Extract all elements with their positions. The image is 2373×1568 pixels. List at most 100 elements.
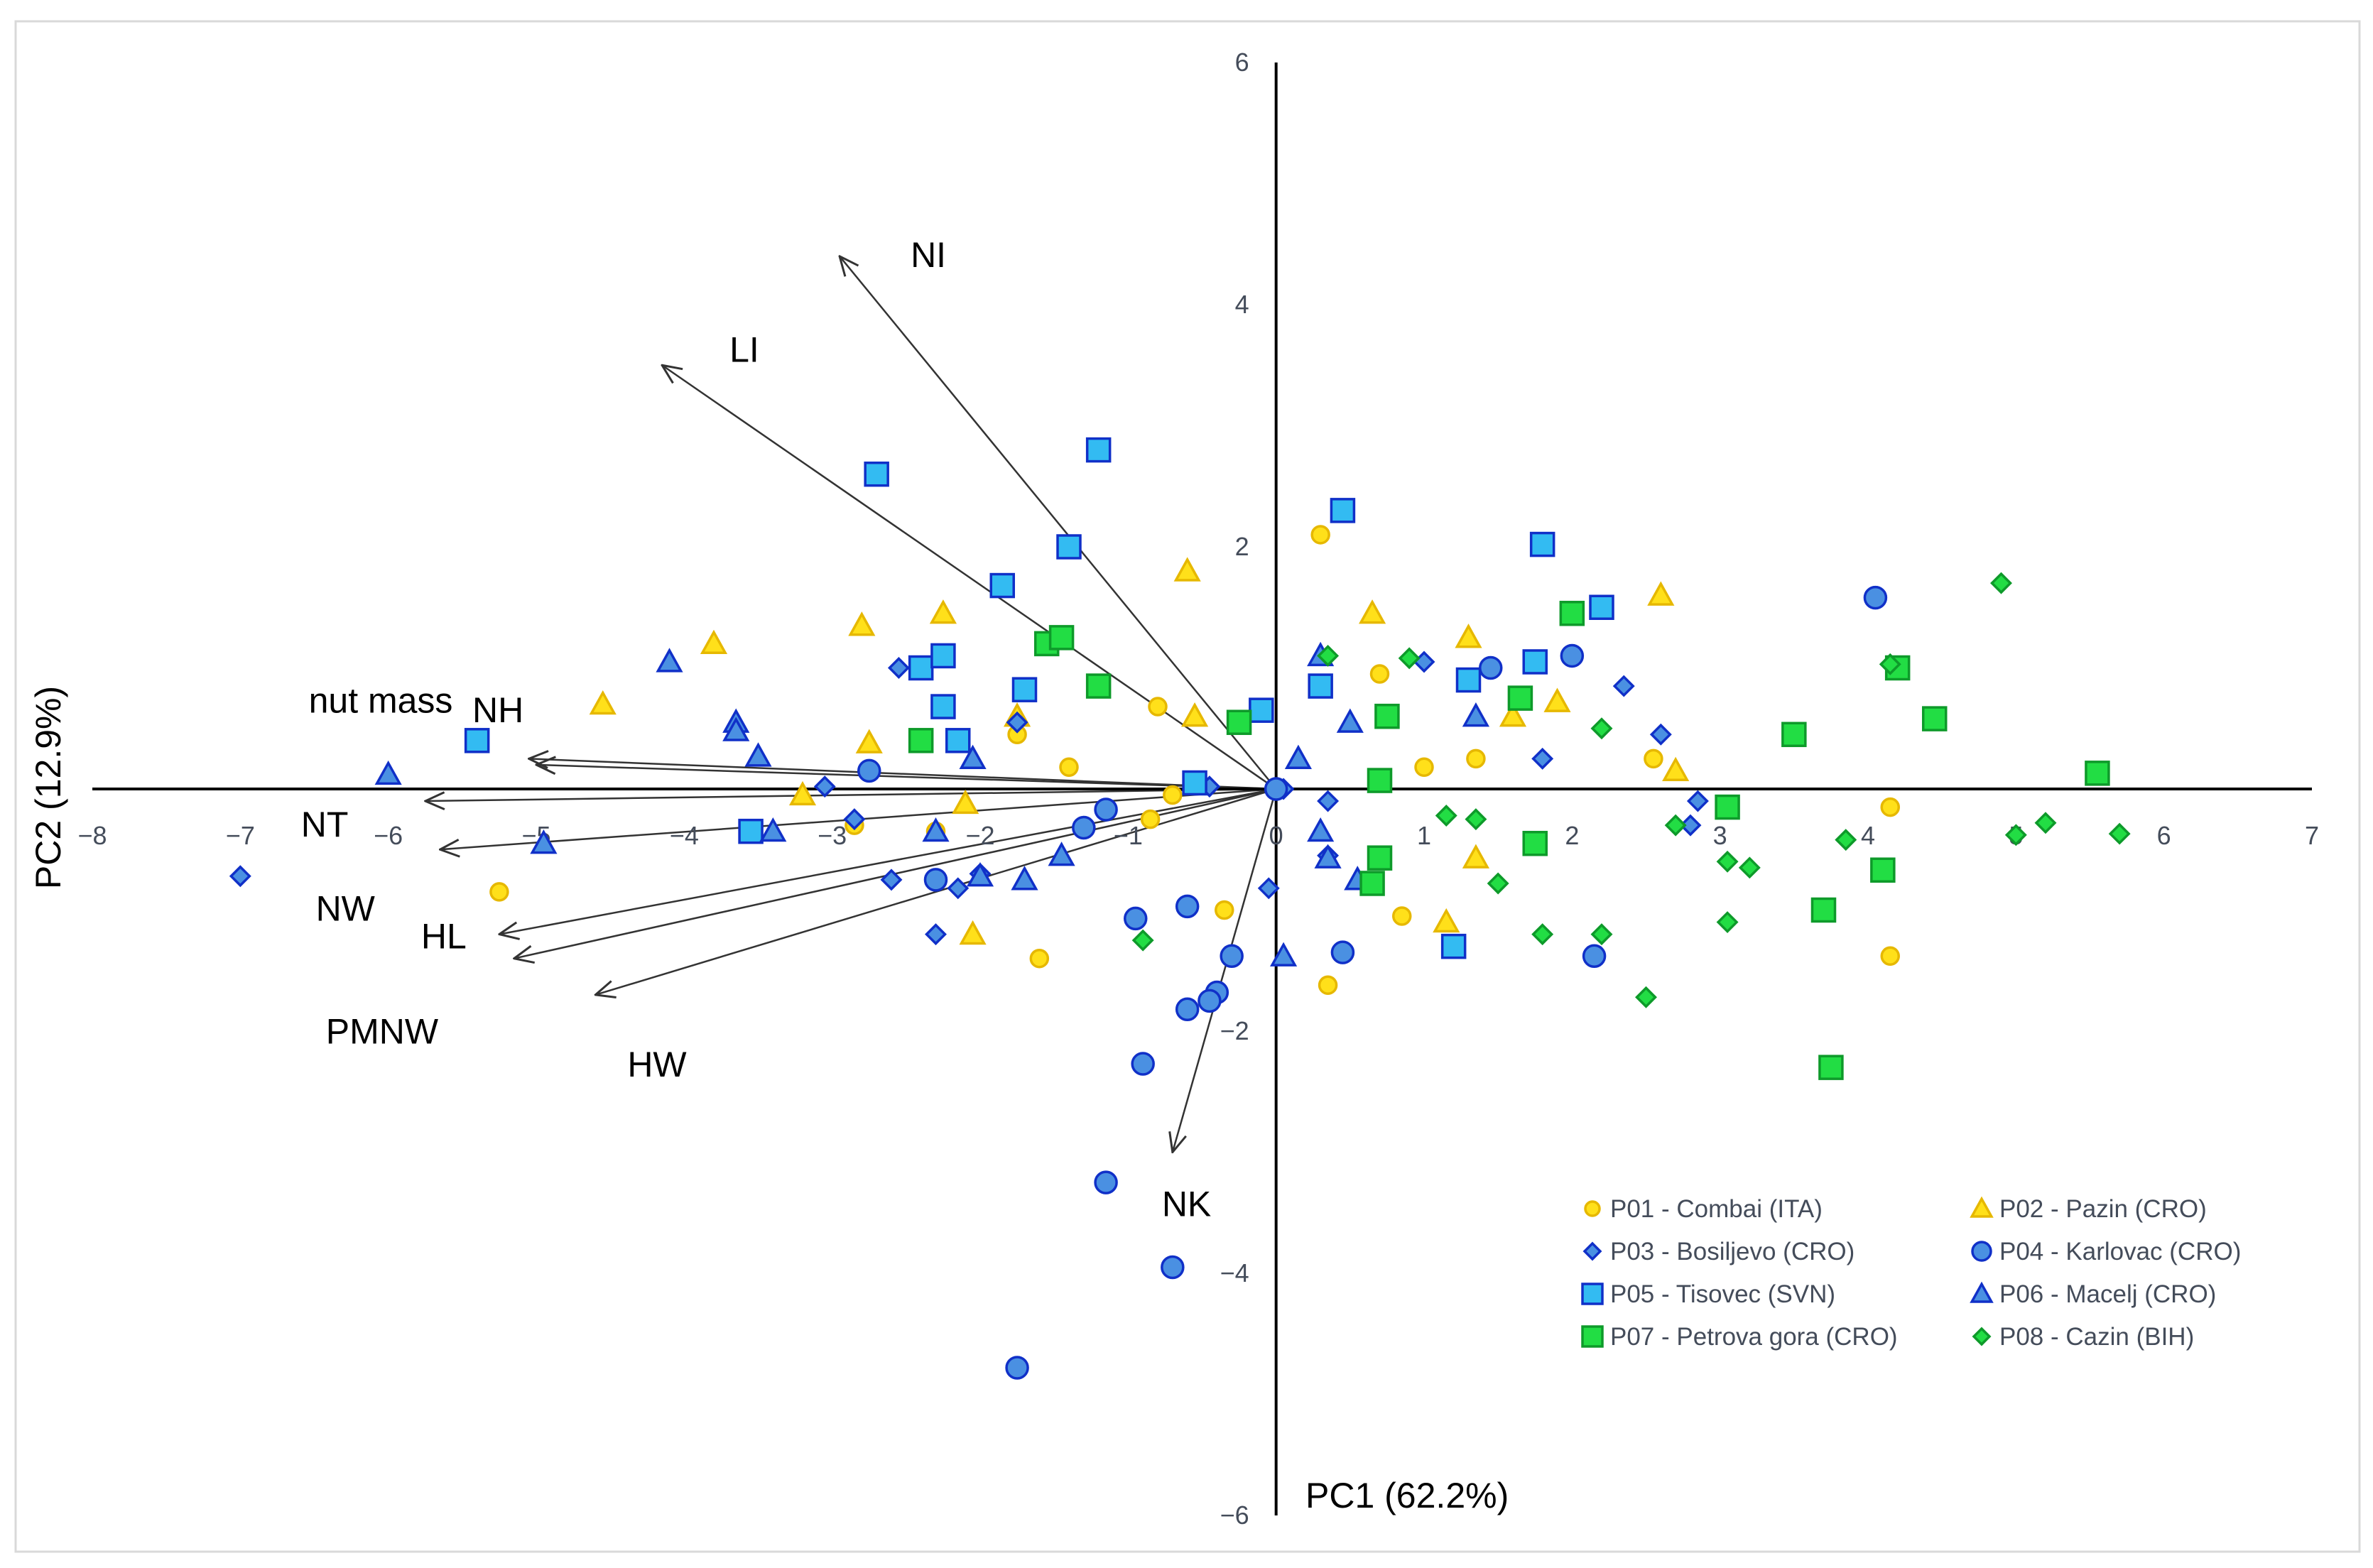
- point-p01: [1310, 525, 1330, 545]
- point-p06: [1336, 708, 1364, 733]
- vector-label-nt: NT: [301, 805, 349, 844]
- point-p08: [2108, 822, 2131, 845]
- point-p02: [1433, 908, 1460, 933]
- point-p08: [1664, 814, 1687, 837]
- point-p07: [1818, 1055, 1844, 1080]
- point-p04: [857, 758, 881, 783]
- point-p08: [1131, 929, 1154, 952]
- point-p02: [1462, 844, 1489, 869]
- point-p06: [722, 717, 750, 741]
- x-tick-label: −2: [965, 821, 994, 850]
- point-p07: [1367, 768, 1393, 793]
- point-p04: [1094, 1170, 1118, 1194]
- y-tick-label: 4: [1235, 290, 1249, 319]
- point-p08: [1590, 923, 1613, 946]
- legend-marker-p05: [1581, 1283, 1604, 1305]
- point-p07: [1507, 685, 1533, 711]
- point-p06: [744, 742, 772, 767]
- legend: P01 - Combai (ITA) P02 - Pazin (CRO) P03 -…: [1581, 1195, 2241, 1351]
- point-p06: [759, 817, 787, 842]
- series-p04: [857, 585, 1888, 1380]
- point-p03: [1317, 790, 1340, 812]
- point-p03: [1649, 723, 1672, 746]
- series-p02: [589, 557, 1690, 945]
- point-p03: [1679, 814, 1702, 837]
- y-tick-label: −2: [1220, 1016, 1249, 1045]
- point-p02: [700, 629, 728, 655]
- x-tick-label: −4: [670, 821, 699, 850]
- point-p05: [930, 643, 956, 669]
- point-p08: [1879, 653, 1901, 675]
- loading-vector-nt: [425, 788, 1276, 801]
- point-p08: [2004, 824, 2027, 846]
- y-axis-title: PC2 (12.9%): [28, 686, 68, 889]
- vector-label-pmnw: PMNW: [326, 1012, 439, 1052]
- loading-vectors: [425, 256, 1277, 1153]
- point-p04: [1094, 797, 1118, 822]
- point-p02: [1662, 756, 1690, 782]
- series-p07: [908, 601, 2110, 1080]
- point-p04: [1175, 997, 1200, 1022]
- y-tick-label: −4: [1220, 1258, 1249, 1287]
- series-p06: [374, 641, 1489, 967]
- point-p05: [864, 461, 889, 487]
- point-p06: [1462, 702, 1489, 727]
- point-p04: [1131, 1052, 1155, 1076]
- point-p04: [923, 868, 948, 892]
- point-p07: [1715, 794, 1740, 820]
- point-p02: [1499, 702, 1527, 727]
- legend-marker-p06: [1970, 1281, 1994, 1303]
- point-p06: [922, 817, 950, 842]
- point-p03: [843, 808, 866, 831]
- point-p04: [1863, 585, 1888, 610]
- point-p08: [1435, 805, 1457, 827]
- point-p05: [1589, 594, 1614, 620]
- point-p08: [1635, 986, 1657, 1008]
- point-p05: [1308, 673, 1333, 699]
- point-p08: [1738, 856, 1761, 879]
- point-p06: [1011, 866, 1038, 891]
- vector-label-nw: NW: [316, 888, 376, 928]
- point-p02: [788, 780, 817, 806]
- point-p05: [1249, 697, 1274, 723]
- x-tick-label: −1: [1114, 821, 1143, 850]
- point-p08: [1465, 808, 1487, 831]
- point-p07: [1922, 706, 1948, 731]
- point-p03: [1686, 790, 1709, 812]
- point-p01: [1140, 809, 1161, 829]
- point-p08: [1317, 644, 1340, 667]
- point-p03: [925, 923, 947, 946]
- point-p07: [1781, 722, 1807, 748]
- point-p07: [2085, 761, 2110, 786]
- point-p05: [930, 694, 956, 719]
- x-tick-label: −6: [374, 821, 403, 850]
- x-tick-label: 6: [2157, 821, 2171, 850]
- x-tick-label: −8: [77, 821, 107, 850]
- point-p02: [929, 599, 957, 624]
- point-p05: [1440, 933, 1467, 959]
- point-p02: [1647, 581, 1675, 606]
- scores: [229, 437, 2131, 1380]
- vector-label-nh: NH: [472, 690, 523, 730]
- point-p08: [1716, 850, 1739, 873]
- legend-marker-p01: [1584, 1200, 1601, 1217]
- point-p04: [1330, 940, 1355, 964]
- legend-label-p01: P01 - Combai (ITA): [1610, 1195, 1823, 1223]
- point-p03: [887, 657, 910, 679]
- point-p06: [530, 829, 558, 854]
- point-p07: [1048, 625, 1075, 650]
- legend-marker-p02: [1970, 1196, 1994, 1218]
- point-p04: [1198, 989, 1222, 1013]
- legend-marker-p03: [1582, 1241, 1602, 1261]
- point-p04: [1582, 944, 1607, 969]
- point-p08: [1716, 911, 1739, 934]
- point-p05: [738, 818, 764, 844]
- x-tick-label: 7: [2305, 821, 2319, 850]
- series-p08: [1131, 572, 2131, 1008]
- series-p03: [229, 650, 1709, 946]
- point-p06: [1314, 844, 1342, 869]
- x-tick-label: 2: [1565, 821, 1579, 850]
- vector-label-nk: NK: [1162, 1185, 1211, 1224]
- legend-label-p02: P02 - Pazin (CRO): [1999, 1195, 2207, 1223]
- point-p04: [1560, 643, 1585, 668]
